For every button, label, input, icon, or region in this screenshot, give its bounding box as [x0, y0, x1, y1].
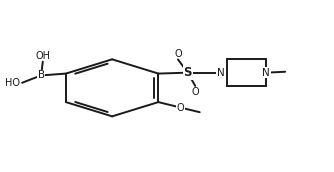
- Text: O: O: [174, 49, 182, 59]
- Text: O: O: [177, 103, 185, 113]
- Text: HO: HO: [5, 78, 20, 88]
- Text: O: O: [191, 87, 199, 97]
- Text: N: N: [216, 68, 224, 78]
- Text: OH: OH: [35, 51, 50, 61]
- Text: B: B: [37, 70, 45, 80]
- Text: S: S: [183, 66, 192, 79]
- Text: N: N: [262, 68, 270, 78]
